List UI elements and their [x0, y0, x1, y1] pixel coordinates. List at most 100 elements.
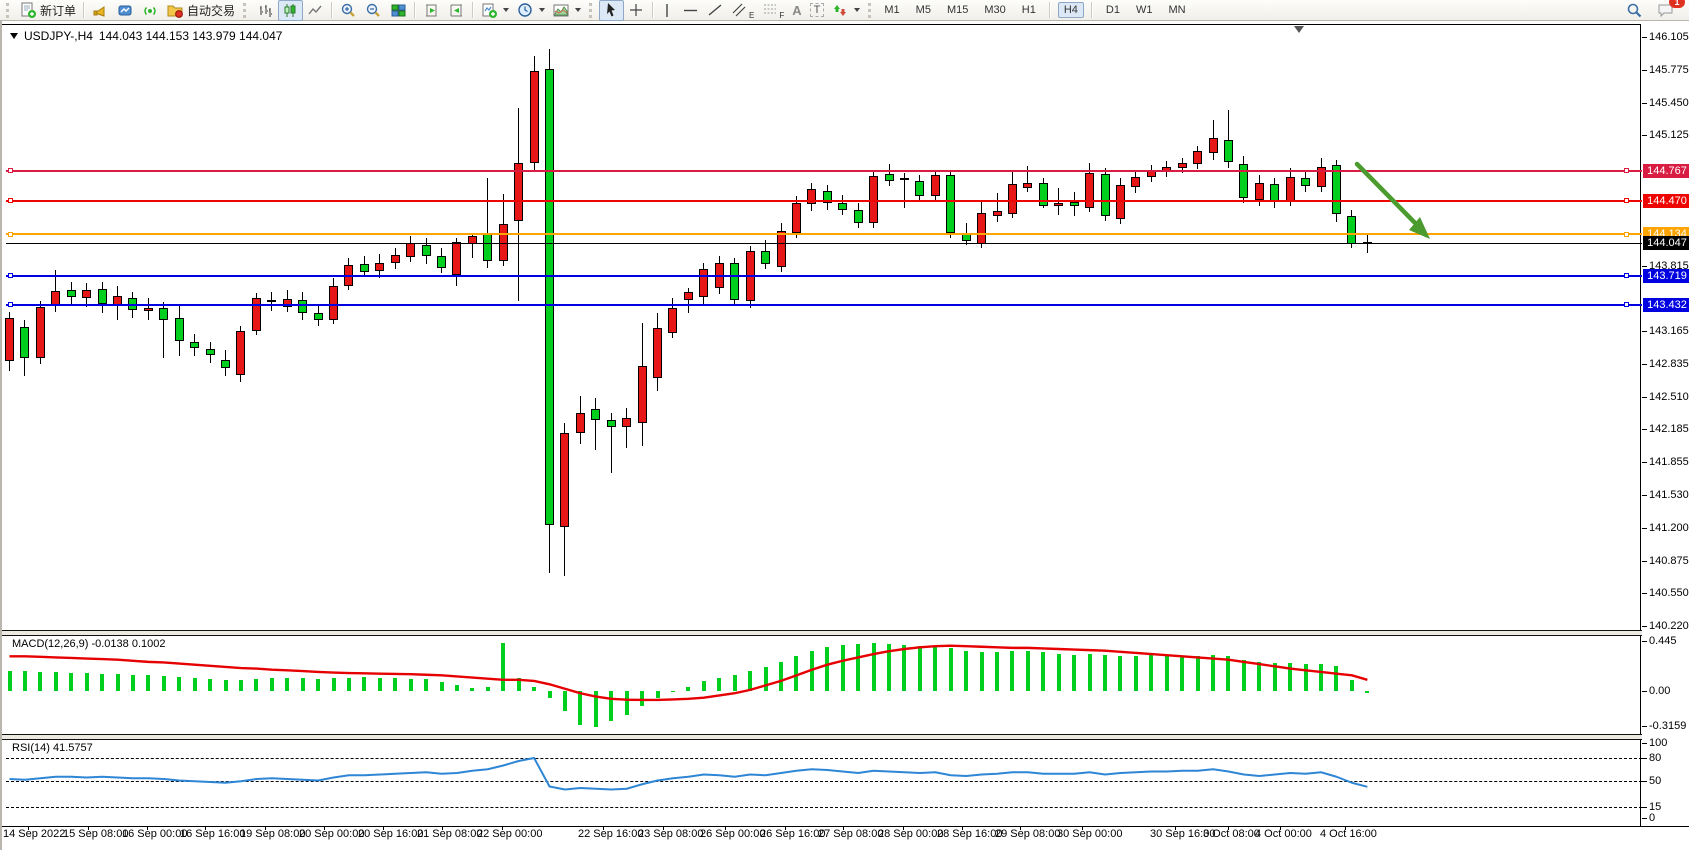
channel-tool-button[interactable]: E [728, 0, 758, 21]
toolbar-grip[interactable] [243, 2, 249, 18]
line-chart-icon [308, 5, 322, 14]
text-tool-button[interactable]: A [788, 0, 805, 21]
zoom-out-button[interactable] [361, 0, 386, 21]
price-axis-label: 145.450 [1649, 96, 1689, 109]
candle-body [930, 174, 940, 196]
candle-body [591, 408, 601, 420]
chart-shift-marker-icon[interactable] [1294, 26, 1304, 33]
navigator-button[interactable] [444, 0, 469, 21]
new-chart-button[interactable] [477, 0, 513, 21]
candlestick-mode-button[interactable] [278, 0, 304, 21]
macd-histogram-bar [794, 656, 799, 691]
price-level-badge: 144.767 [1643, 163, 1689, 178]
level-line-handle[interactable] [8, 198, 13, 204]
timeframe-H4[interactable]: H4 [1057, 2, 1084, 18]
macd-histogram-bar [53, 671, 58, 691]
timeframe-M15[interactable]: M15 [946, 4, 969, 16]
macd-histogram-bar [1319, 664, 1324, 691]
macd-histogram-bar [995, 651, 1000, 691]
candle-body [730, 262, 740, 300]
timeframe-H1[interactable]: H1 [1021, 4, 1036, 16]
toolbar: 新订单 自动交易 [0, 0, 1689, 21]
level-line-handle[interactable] [1624, 168, 1629, 174]
zoom-in-button[interactable] [336, 0, 361, 21]
text-label-tool-button[interactable]: T [806, 0, 829, 21]
vline-tool-button[interactable] [657, 0, 678, 21]
timeframe-M30[interactable]: M30 [984, 4, 1006, 16]
bid-price-line[interactable] [6, 242, 1642, 244]
timeframe-D1[interactable]: D1 [1105, 4, 1120, 16]
candlestick-icon [284, 3, 296, 17]
chart-stage[interactable]: USDJPY-,H4 144.043 144.153 143.979 144.0… [0, 21, 1689, 850]
publish-button[interactable] [88, 0, 113, 21]
horizontal-level-line[interactable] [6, 303, 1642, 306]
arrows-tool-button[interactable] [828, 0, 864, 21]
horizontal-level-line[interactable] [6, 169, 1642, 172]
timeframe-M1[interactable]: M1 [884, 4, 900, 16]
macd-histogram-bar [285, 677, 290, 691]
candle-body [869, 175, 879, 223]
cursor-tool-button[interactable] [599, 0, 625, 21]
hline-tool-button[interactable] [678, 0, 703, 21]
period-button[interactable] [513, 0, 549, 21]
tile-windows-button[interactable] [386, 0, 411, 21]
timeframe-MN[interactable]: MN [1168, 4, 1186, 16]
toolbar-grip[interactable] [589, 2, 595, 18]
timeframe-M5[interactable]: M5 [915, 4, 931, 16]
trendline-tool-button[interactable] [703, 0, 728, 21]
new-order-button[interactable]: 新订单 [16, 0, 80, 21]
dropdown-caret-icon [503, 8, 510, 12]
search-button[interactable] [1622, 0, 1647, 21]
level-line-handle[interactable] [1624, 273, 1629, 279]
template-button[interactable] [549, 0, 585, 21]
horizontal-level-line[interactable] [6, 199, 1642, 202]
macd-histogram-bar [532, 686, 537, 691]
time-axis-tick [1020, 826, 1021, 830]
line-chart-mode-button[interactable] [303, 0, 328, 21]
rsi-axis-tick [1642, 780, 1647, 782]
auto-trading-button[interactable]: 自动交易 [163, 0, 239, 21]
rsi-axis-label: 0 [1649, 812, 1656, 824]
toolbar-grip[interactable] [6, 2, 12, 18]
macd-histogram-bar [223, 679, 228, 691]
notifications-button[interactable]: 1 [1653, 0, 1685, 21]
price-axis-label: 142.835 [1649, 358, 1689, 371]
trend-arrow-line[interactable] [1354, 161, 1424, 232]
candle-body [1193, 150, 1203, 164]
rsi-level-line [6, 780, 1642, 782]
signals-button[interactable] [138, 0, 163, 21]
crosshair-tool-button[interactable] [624, 0, 649, 21]
timeframe-W1[interactable]: W1 [1135, 4, 1153, 16]
macd-histogram-bar [1072, 655, 1077, 691]
horizontal-level-line[interactable] [6, 233, 1642, 236]
macd-histogram-bar [501, 642, 506, 691]
level-line-handle[interactable] [1624, 302, 1629, 308]
macd-histogram-bar [208, 678, 213, 691]
data-window-button[interactable] [419, 0, 444, 21]
level-line-handle[interactable] [1624, 198, 1629, 204]
level-line-handle[interactable] [1624, 231, 1629, 237]
channel-icon [732, 3, 746, 16]
price-axis-tick [1642, 70, 1647, 72]
fibonacci-tool-button[interactable]: F [758, 0, 788, 21]
horizontal-level-line[interactable] [6, 274, 1642, 277]
splitter-macd-rsi[interactable] [2, 734, 1642, 740]
mql5-community-button[interactable] [113, 0, 138, 21]
macd-histogram-bar [408, 678, 413, 691]
level-line-handle[interactable] [8, 302, 13, 308]
one-click-trading-toggle-icon[interactable] [10, 33, 18, 39]
bar-chart-mode-button[interactable] [253, 0, 278, 21]
level-line-handle[interactable] [8, 168, 13, 174]
candle-body [977, 212, 987, 244]
splitter-main-macd[interactable] [2, 630, 1642, 636]
chart-title: USDJPY-,H4 144.043 144.153 143.979 144.0… [10, 29, 282, 43]
vertical-line-icon [666, 3, 668, 17]
level-line-handle[interactable] [8, 273, 13, 279]
candle-body [853, 209, 863, 223]
candle-body [437, 255, 447, 268]
toolbar-grip[interactable] [868, 2, 874, 18]
price-axis-tick [1642, 494, 1647, 496]
price-axis-label: 143.165 [1649, 325, 1689, 338]
time-axis-tick [603, 826, 604, 830]
level-line-handle[interactable] [8, 231, 13, 237]
